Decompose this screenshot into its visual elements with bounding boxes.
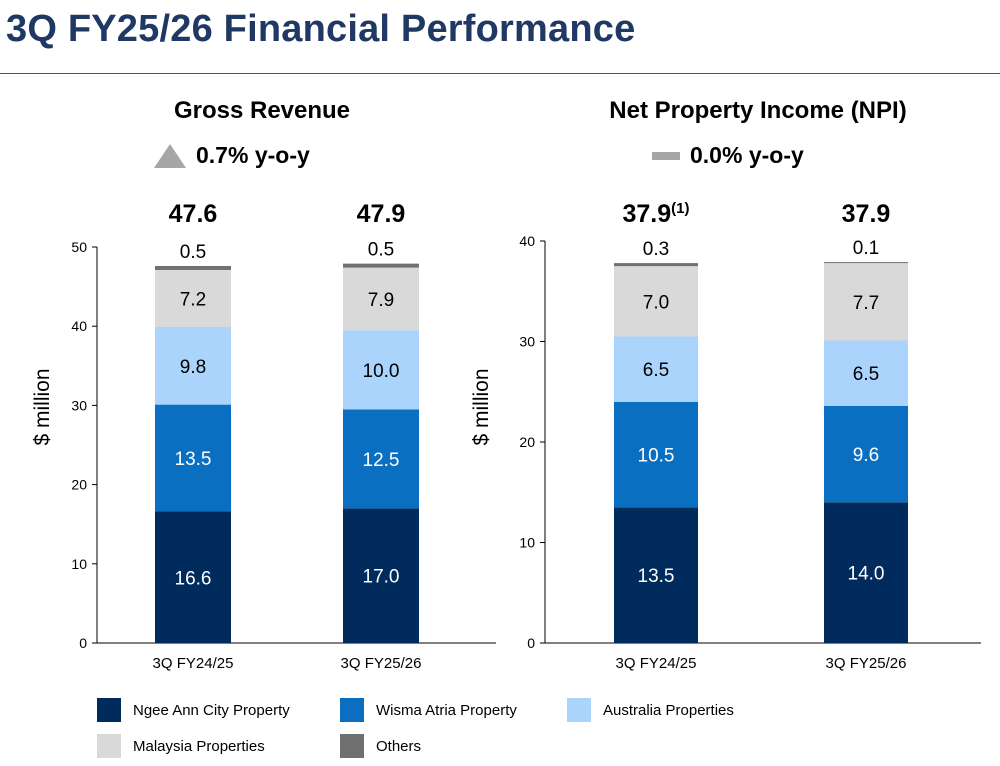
npi-bar-australia-properties-1: [614, 336, 698, 402]
gross-revenue-bar-wisma-atria-property-2: [343, 409, 419, 509]
npi-data-label-ngee-ann-city-property-2: 14.0: [848, 564, 885, 585]
npi-data-label-ngee-ann-city-property-1: 13.5: [638, 566, 675, 587]
gross-revenue-bar-australia-properties-1: [155, 326, 231, 405]
npi-y-tick-label: 30: [519, 334, 535, 350]
gross-revenue-data-label-malaysia-properties-2: 7.9: [368, 290, 394, 311]
gross-revenue-data-label-australia-properties-1: 9.8: [180, 357, 206, 378]
gross-revenue-data-label-wisma-atria-property-1: 13.5: [175, 449, 212, 470]
legend-item-ngee-ann-city-property: Ngee Ann City Property: [97, 698, 290, 722]
legend-swatch: [97, 698, 121, 722]
npi-y-tick-label: 10: [519, 535, 535, 551]
npi-bar-wisma-atria-property-1: [614, 401, 698, 508]
gross-revenue-total-label-2: 47.9: [357, 200, 406, 228]
npi-y-tick-label: 20: [519, 434, 535, 450]
gross-revenue-chart-title: Gross Revenue: [173, 97, 351, 124]
npi-change-value: 0.0% y-o-y: [690, 142, 804, 168]
legend-swatch: [340, 734, 364, 758]
legend-item-others: Others: [340, 734, 421, 758]
npi-bar-ngee-ann-city-property-2: [824, 502, 908, 643]
npi-change: 0.0% y-o-y: [652, 142, 804, 169]
npi-total-footnote-1: (1): [671, 200, 689, 217]
gross-revenue-y-tick-label: 0: [79, 635, 87, 651]
npi-data-label-malaysia-properties-2: 7.7: [853, 293, 879, 314]
gross-revenue-change: 0.7% y-o-y: [154, 142, 310, 169]
npi-bar-malaysia-properties-1: [614, 266, 698, 337]
legend-label: Ngee Ann City Property: [133, 701, 290, 719]
legend-swatch: [567, 698, 591, 722]
npi-y-tick-label: 0: [527, 635, 535, 651]
gross-revenue-y-tick-label: 10: [71, 556, 87, 572]
gross-revenue-change-value: 0.7% y-o-y: [196, 142, 310, 168]
flat-dash-icon: [652, 151, 680, 160]
npi-bar-others-1: [614, 263, 698, 267]
npi-y-tick-label: 40: [519, 233, 535, 249]
gross-revenue-data-label-malaysia-properties-1: 7.2: [180, 289, 206, 310]
gross-revenue-chart: 0 10 20 30 40 50 16.6 13.5 9.8 7.2 0.5 47.6 3Q FY24/…: [71, 200, 496, 672]
gross-revenue-category-label-1: 3Q FY24/25: [153, 655, 234, 672]
page-title: 3Q FY25/26 Financial Performance: [6, 8, 636, 50]
legend-item-malaysia-properties: Malaysia Properties: [97, 734, 265, 758]
gross-revenue-bar-others-1: [155, 266, 231, 270]
npi-data-label-australia-properties-1: 6.5: [643, 360, 669, 381]
gross-revenue-total-label-1: 47.6: [169, 200, 218, 228]
legend-label: Others: [376, 737, 422, 755]
npi-bar-others-2: [824, 262, 908, 264]
legend-label: Malaysia Properties: [133, 737, 265, 755]
npi-data-label-australia-properties-2: 6.5: [853, 364, 879, 385]
title-divider: [0, 73, 1000, 74]
gross-revenue-bar-wisma-atria-property-1: [155, 404, 231, 512]
gross-revenue-bar-malaysia-properties-1: [155, 269, 231, 327]
npi-bar-ngee-ann-city-property-1: [614, 507, 698, 643]
triangle-up-icon: [154, 143, 186, 168]
legend-label: Wisma Atria Property: [376, 701, 517, 719]
legend-label: Australia Properties: [603, 701, 734, 719]
gross-revenue-data-label-others-2: 0.5: [368, 240, 394, 261]
gross-revenue-bar-others-2: [343, 263, 419, 268]
gross-revenue-bar-ngee-ann-city-property-1: [155, 511, 231, 643]
gross-revenue-y-tick-label: 30: [71, 397, 87, 413]
gross-revenue-bar-ngee-ann-city-property-2: [343, 508, 419, 643]
npi-data-label-wisma-atria-property-2: 9.6: [853, 445, 879, 466]
npi-bar-malaysia-properties-2: [824, 263, 908, 341]
gross-revenue-data-label-australia-properties-2: 10.0: [363, 361, 400, 382]
npi-bar-australia-properties-2: [824, 340, 908, 406]
legend-item-wisma-atria-property: Wisma Atria Property: [340, 698, 517, 722]
gross-revenue-y-tick-label: 50: [71, 239, 87, 255]
npi-total-label-2: 37.9: [842, 200, 891, 228]
legend-swatch: [340, 698, 364, 722]
npi-category-label-2: 3Q FY25/26: [826, 655, 907, 672]
gross-revenue-data-label-others-1: 0.5: [180, 242, 206, 263]
npi-chart-title: Net Property Income (NPI): [609, 97, 907, 124]
legend-item-australia-properties: Australia Properties: [567, 698, 734, 722]
legend-swatch: [97, 734, 121, 758]
gross-revenue-category-label-2: 3Q FY25/26: [341, 655, 422, 672]
gross-revenue-y-tick-label: 20: [71, 477, 87, 493]
gross-revenue-data-label-ngee-ann-city-property-1: 16.6: [175, 568, 212, 589]
npi-data-label-wisma-atria-property-1: 10.5: [638, 446, 675, 467]
npi-data-label-others-1: 0.3: [643, 239, 669, 260]
npi-total-label-1: 37.9(1): [622, 200, 689, 228]
npi-bar-wisma-atria-property-2: [824, 405, 908, 503]
gross-revenue-bar-australia-properties-2: [343, 330, 419, 410]
npi-category-label-1: 3Q FY24/25: [616, 655, 697, 672]
npi-data-label-others-2: 0.1: [853, 238, 879, 259]
npi-data-label-malaysia-properties-1: 7.0: [643, 292, 669, 313]
gross-revenue-data-label-wisma-atria-property-2: 12.5: [363, 450, 400, 471]
gross-revenue-bar-malaysia-properties-2: [343, 267, 419, 331]
gross-revenue-data-label-ngee-ann-city-property-2: 17.0: [363, 567, 400, 588]
gross-revenue-y-tick-label: 40: [71, 318, 87, 334]
